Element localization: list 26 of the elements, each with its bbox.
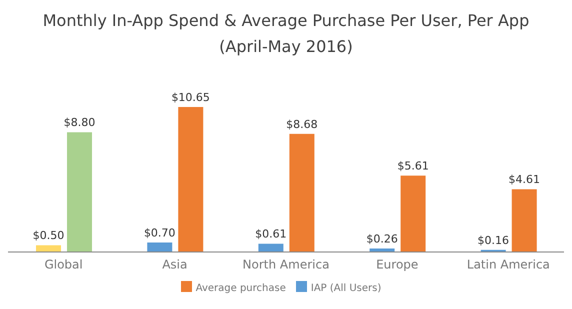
bar [147,242,172,252]
bar [178,107,204,252]
bar [36,245,61,252]
bar [289,134,314,252]
legend-label: IAP (All Users) [310,283,382,294]
data-label: $0.50 [32,229,64,242]
x-tick-label: Latin America [466,258,550,272]
x-tick-label: Global [44,258,83,272]
data-label: $0.70 [144,226,176,240]
bar [512,189,537,252]
data-label: $4.61 [508,173,540,186]
data-label: $5.61 [397,160,429,173]
data-label: $0.61 [255,228,287,241]
chart-title: Monthly In-App Spend & Average Purchase Per User, Per App (April-May 2016) [42,10,530,58]
bar [67,132,92,252]
data-label: $8.68 [286,118,318,131]
data-label: $0.26 [366,232,398,246]
legend-label: Average purchase [196,283,286,294]
bar [258,244,284,252]
data-label: $8.80 [64,116,96,130]
x-tick-label: North America [242,258,330,272]
x-tick-label: Asia [162,258,188,272]
x-tick-label: Europe [376,258,418,272]
data-label: $0.16 [478,234,510,247]
bar [400,176,426,252]
data-label: $10.65 [171,91,210,104]
